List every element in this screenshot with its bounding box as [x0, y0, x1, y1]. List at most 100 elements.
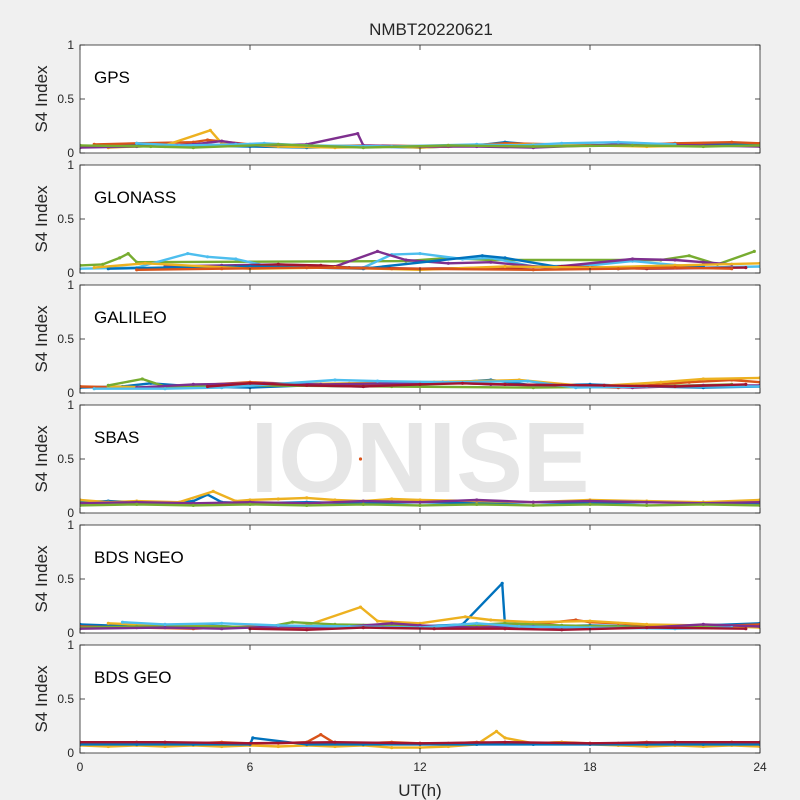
series-line	[248, 626, 747, 631]
data-point	[248, 741, 252, 745]
panel-plot-area	[80, 405, 760, 513]
panel-label: GPS	[94, 68, 130, 87]
panel-series-group	[80, 457, 760, 507]
data-point	[673, 740, 677, 744]
data-point	[248, 500, 252, 504]
y-tick-label: 0.5	[57, 572, 74, 586]
y-tick-label: 1	[67, 278, 74, 292]
data-point	[616, 267, 620, 271]
data-point	[503, 382, 507, 386]
panel-label: BDS NGEO	[94, 548, 184, 567]
data-point	[333, 744, 337, 749]
data-point	[531, 500, 535, 504]
y-tick-label: 0	[67, 626, 74, 640]
data-point	[494, 729, 499, 734]
data-point	[276, 744, 280, 749]
data-point	[500, 581, 504, 585]
data-point	[92, 387, 96, 391]
data-point	[531, 503, 535, 507]
data-point	[645, 500, 649, 504]
panel-plot-area	[80, 165, 760, 273]
data-point	[191, 503, 195, 507]
data-point	[418, 382, 422, 386]
data-point	[531, 144, 535, 149]
data-point	[390, 267, 394, 271]
data-point	[135, 268, 139, 272]
data-point	[361, 626, 365, 630]
y-axis-label: S4 Index	[32, 305, 51, 373]
data-point	[106, 383, 110, 387]
data-point	[163, 744, 167, 749]
data-point	[220, 139, 224, 143]
data-point	[220, 267, 224, 271]
data-point	[390, 497, 394, 501]
data-point	[361, 499, 365, 503]
data-point	[404, 258, 408, 262]
series-line	[80, 250, 756, 267]
data-point	[333, 740, 337, 744]
y-tick-label: 0.5	[57, 92, 74, 106]
data-point	[701, 622, 705, 627]
data-point	[163, 622, 167, 627]
data-point	[503, 256, 507, 260]
data-point	[390, 621, 394, 625]
panel-bds-ngeo: 0 0.5 1 BDS NGEO S4 Index	[32, 518, 761, 640]
data-point	[234, 257, 238, 261]
data-point	[616, 140, 620, 144]
data-point	[526, 379, 530, 383]
panel-series-group	[80, 581, 760, 632]
panel-plot-area	[80, 525, 760, 633]
data-point	[659, 380, 663, 384]
data-point	[730, 140, 734, 144]
data-point	[92, 266, 96, 270]
data-point	[101, 262, 105, 266]
data-point	[290, 620, 295, 624]
y-tick-label: 1	[67, 638, 74, 652]
data-point	[645, 503, 649, 507]
data-point	[163, 740, 167, 744]
data-point	[588, 619, 592, 623]
panel-galileo: 0 0.5 1 GALILEO S4 Index	[32, 278, 761, 400]
data-point	[418, 500, 422, 504]
y-tick-label: 1	[67, 398, 74, 412]
data-point	[744, 382, 748, 386]
data-point	[358, 605, 363, 609]
x-tick-label: 6	[247, 760, 254, 774]
panel-label: GLONASS	[94, 188, 176, 207]
data-point	[276, 142, 280, 146]
panel-plot-area	[80, 45, 760, 153]
panel-sbas: 0 0.5 1 SBAS S4 Index	[32, 398, 761, 520]
data-point	[106, 744, 110, 749]
data-point	[531, 268, 535, 272]
x-axis: 0 6 12 18 24	[77, 760, 767, 774]
data-point	[418, 503, 422, 507]
data-point	[319, 263, 323, 267]
data-point	[305, 496, 309, 500]
data-point	[140, 377, 144, 381]
data-point	[319, 733, 323, 737]
data-point	[106, 267, 110, 271]
data-point	[149, 144, 153, 149]
data-point	[208, 128, 212, 132]
panel-series-group	[80, 729, 760, 750]
data-point	[375, 249, 380, 253]
data-point	[361, 146, 365, 150]
y-tick-label: 0	[67, 266, 74, 280]
data-point	[276, 497, 280, 501]
data-point	[305, 628, 309, 632]
data-point	[418, 741, 422, 745]
data-point	[687, 254, 691, 258]
data-point	[361, 384, 365, 389]
data-point	[460, 381, 465, 385]
y-axis-label: S4 Index	[32, 185, 51, 253]
data-point	[673, 263, 677, 267]
data-point	[305, 266, 309, 270]
x-tick-label: 12	[413, 760, 427, 774]
y-tick-label: 0.5	[57, 692, 74, 706]
data-point	[701, 502, 705, 506]
data-point	[143, 261, 147, 265]
data-point	[220, 386, 224, 390]
data-point	[701, 742, 705, 747]
series-line	[80, 736, 760, 746]
data-point	[701, 144, 705, 149]
